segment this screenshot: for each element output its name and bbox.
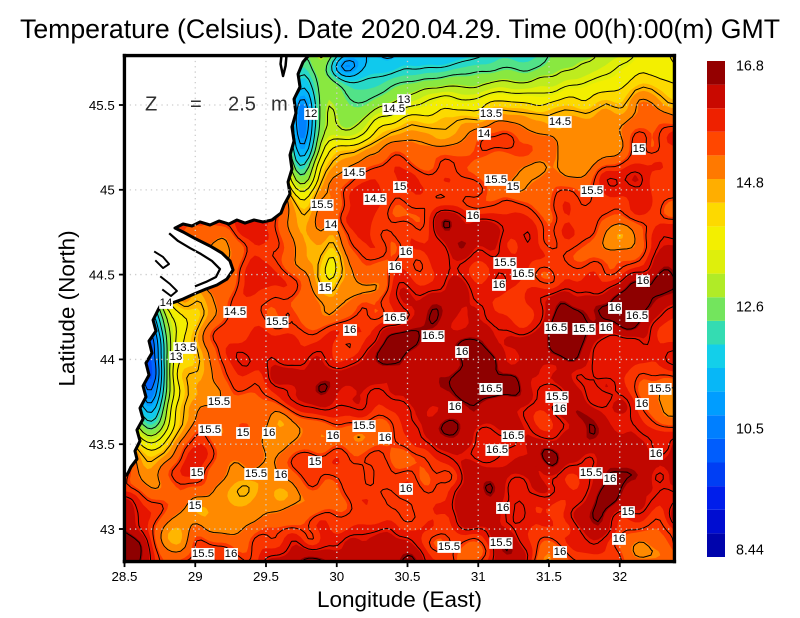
svg-text:30: 30: [329, 569, 344, 584]
svg-text:43: 43: [100, 522, 115, 537]
svg-text:15.5: 15.5: [580, 467, 602, 479]
svg-text:14: 14: [478, 128, 491, 140]
svg-text:43.5: 43.5: [89, 437, 115, 452]
svg-text:16.5: 16.5: [512, 268, 534, 280]
svg-text:Latitude (North): Latitude (North): [54, 230, 79, 386]
svg-text:15.5: 15.5: [245, 468, 267, 480]
svg-text:14.5: 14.5: [364, 193, 386, 205]
svg-text:16: 16: [456, 346, 469, 358]
svg-text:15.5: 15.5: [649, 383, 671, 395]
svg-text:13.5: 13.5: [480, 108, 502, 120]
svg-text:2.5: 2.5: [228, 94, 256, 116]
svg-text:15: 15: [319, 282, 332, 294]
svg-text:16: 16: [400, 246, 413, 258]
svg-text:14.5: 14.5: [224, 306, 246, 318]
svg-text:15: 15: [622, 506, 635, 518]
svg-text:16: 16: [344, 324, 357, 336]
svg-text:31: 31: [471, 569, 486, 584]
svg-text:13: 13: [170, 351, 183, 363]
svg-text:16: 16: [637, 275, 650, 287]
svg-text:14: 14: [325, 219, 338, 231]
svg-text:29: 29: [188, 569, 203, 584]
svg-text:15.5: 15.5: [581, 185, 603, 197]
svg-text:Longitude (East): Longitude (East): [317, 587, 482, 612]
svg-text:15.5: 15.5: [573, 323, 595, 335]
svg-text:16.5: 16.5: [486, 444, 508, 456]
svg-text:16: 16: [389, 261, 402, 273]
svg-text:15: 15: [394, 181, 407, 193]
svg-text:16: 16: [327, 430, 340, 442]
svg-text:16.8: 16.8: [736, 59, 764, 75]
svg-text:16: 16: [400, 483, 413, 495]
svg-text:13.5: 13.5: [174, 342, 196, 354]
svg-text:15.5: 15.5: [485, 174, 507, 186]
svg-text:12: 12: [305, 108, 318, 120]
svg-text:15: 15: [507, 181, 520, 193]
svg-text:16.5: 16.5: [422, 330, 444, 342]
svg-text:16.5: 16.5: [502, 430, 524, 442]
svg-text:15.5: 15.5: [199, 424, 221, 436]
svg-text:16: 16: [650, 448, 663, 460]
svg-text:15: 15: [633, 143, 646, 155]
svg-text:28.5: 28.5: [112, 569, 138, 584]
svg-text:Temperature (Celsius). Date 20: Temperature (Celsius). Date 2020.04.29. …: [20, 14, 780, 44]
svg-text:15.5: 15.5: [494, 257, 516, 269]
svg-text:14: 14: [160, 297, 173, 309]
svg-text:16: 16: [554, 403, 567, 415]
svg-text:16: 16: [449, 401, 462, 413]
svg-text:15.5: 15.5: [266, 316, 288, 328]
svg-text:31.5: 31.5: [536, 569, 562, 584]
svg-text:32: 32: [612, 569, 627, 584]
svg-text:44: 44: [100, 352, 115, 367]
svg-text:29.5: 29.5: [253, 569, 279, 584]
svg-text:15.5: 15.5: [208, 396, 230, 408]
svg-text:15.5: 15.5: [353, 420, 375, 432]
svg-text:16: 16: [613, 533, 626, 545]
svg-text:16: 16: [275, 469, 288, 481]
svg-text:Z: Z: [145, 94, 157, 116]
svg-text:16.5: 16.5: [384, 312, 406, 324]
svg-text:14.5: 14.5: [343, 167, 365, 179]
svg-text:16: 16: [554, 546, 567, 558]
svg-text:14.8: 14.8: [736, 176, 764, 192]
svg-text:15.5: 15.5: [546, 391, 568, 403]
svg-text:15.5: 15.5: [490, 537, 512, 549]
svg-text:15: 15: [237, 427, 250, 439]
svg-text:15.5: 15.5: [192, 548, 214, 560]
svg-text:44.5: 44.5: [89, 267, 115, 282]
svg-text:13: 13: [398, 94, 411, 106]
svg-text:45.5: 45.5: [89, 98, 115, 113]
svg-text:15: 15: [189, 500, 202, 512]
svg-text:16: 16: [600, 322, 613, 334]
svg-text:16.5: 16.5: [545, 322, 567, 334]
svg-text:16: 16: [493, 279, 506, 291]
svg-text:15: 15: [309, 456, 322, 468]
svg-text:12.6: 12.6: [736, 300, 764, 316]
svg-text:16.5: 16.5: [480, 383, 502, 395]
svg-text:=: =: [190, 94, 202, 116]
svg-text:16: 16: [263, 427, 276, 439]
svg-text:14.5: 14.5: [383, 103, 405, 115]
svg-text:16: 16: [636, 398, 649, 410]
svg-text:14.5: 14.5: [549, 116, 571, 128]
svg-text:16: 16: [379, 432, 392, 444]
svg-text:30.5: 30.5: [395, 569, 421, 584]
svg-text:16: 16: [225, 548, 238, 560]
svg-text:16: 16: [604, 473, 617, 485]
svg-text:16: 16: [609, 302, 622, 314]
svg-text:16: 16: [497, 502, 510, 514]
svg-text:10.5: 10.5: [736, 422, 764, 438]
svg-text:m: m: [271, 94, 288, 116]
svg-text:45: 45: [100, 183, 115, 198]
svg-text:15.5: 15.5: [438, 541, 460, 553]
svg-text:16.5: 16.5: [626, 310, 648, 322]
svg-text:16: 16: [467, 210, 480, 222]
svg-text:15.5: 15.5: [311, 199, 333, 211]
svg-text:8.44: 8.44: [736, 543, 764, 559]
svg-text:15: 15: [191, 467, 204, 479]
